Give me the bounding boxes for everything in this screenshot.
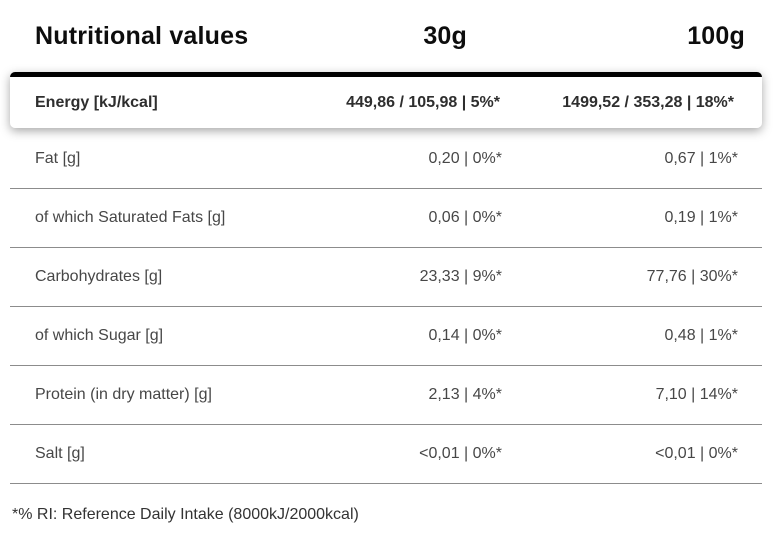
table-row-fat: Fat [g] 0,20 | 0%* 0,67 | 1%* — [10, 130, 762, 189]
row-label: Salt [g] — [35, 445, 85, 462]
row-label: Fat [g] — [35, 150, 81, 167]
row-value-100g: 0,19 | 1%* — [664, 209, 738, 226]
table-row-carbohydrates: Carbohydrates [g] 23,33 | 9%* 77,76 | 30… — [10, 248, 762, 307]
row-label: Protein (in dry matter) [g] — [35, 386, 212, 403]
table-body: Fat [g] 0,20 | 0%* 0,67 | 1%* of which S… — [10, 130, 762, 484]
reference-intake-footnote: *% RI: Reference Daily Intake (8000kJ/20… — [12, 506, 359, 523]
row-value-100g: 7,10 | 14%* — [655, 386, 738, 403]
table-row-energy: Energy [kJ/kcal] 449,86 / 105,98 | 5%* 1… — [10, 77, 762, 128]
table-row-salt: Salt [g] <0,01 | 0%* <0,01 | 0%* — [10, 425, 762, 484]
table-title: Nutritional values — [35, 21, 249, 50]
table-row-sugar: of which Sugar [g] 0,14 | 0%* 0,48 | 1%* — [10, 307, 762, 366]
row-value-100g: <0,01 | 0%* — [655, 445, 738, 462]
row-label: of which Sugar [g] — [35, 327, 164, 344]
table-row-saturated-fats: of which Saturated Fats [g] 0,06 | 0%* 0… — [10, 189, 762, 248]
header-col-30g: 30g — [423, 21, 467, 50]
row-value-30g: <0,01 | 0%* — [419, 445, 502, 462]
row-value-100g: 0,48 | 1%* — [664, 327, 738, 344]
row-value-100g: 0,67 | 1%* — [664, 150, 738, 167]
table-row-protein: Protein (in dry matter) [g] 2,13 | 4%* 7… — [10, 366, 762, 425]
header-col-100g: 100g — [687, 21, 745, 50]
row-label-energy: Energy [kJ/kcal] — [35, 93, 158, 111]
table-header-row: Nutritional values 30g 100g — [10, 0, 762, 72]
row-value-30g: 23,33 | 9%* — [419, 268, 502, 285]
row-label: of which Saturated Fats [g] — [35, 209, 226, 226]
nutrition-table: Nutritional values 30g 100g Energy [kJ/k… — [10, 0, 762, 484]
row-value-energy-100g: 1499,52 / 353,28 | 18%* — [562, 93, 734, 111]
row-label: Carbohydrates [g] — [35, 268, 163, 285]
row-value-30g: 0,14 | 0%* — [428, 327, 502, 344]
energy-highlight-card: Energy [kJ/kcal] 449,86 / 105,98 | 5%* 1… — [10, 72, 762, 128]
row-value-30g: 0,06 | 0%* — [428, 209, 502, 226]
row-value-30g: 0,20 | 0%* — [428, 150, 502, 167]
row-value-30g: 2,13 | 4%* — [428, 386, 502, 403]
row-value-100g: 77,76 | 30%* — [646, 268, 738, 285]
row-value-energy-30g: 449,86 / 105,98 | 5%* — [346, 93, 500, 111]
